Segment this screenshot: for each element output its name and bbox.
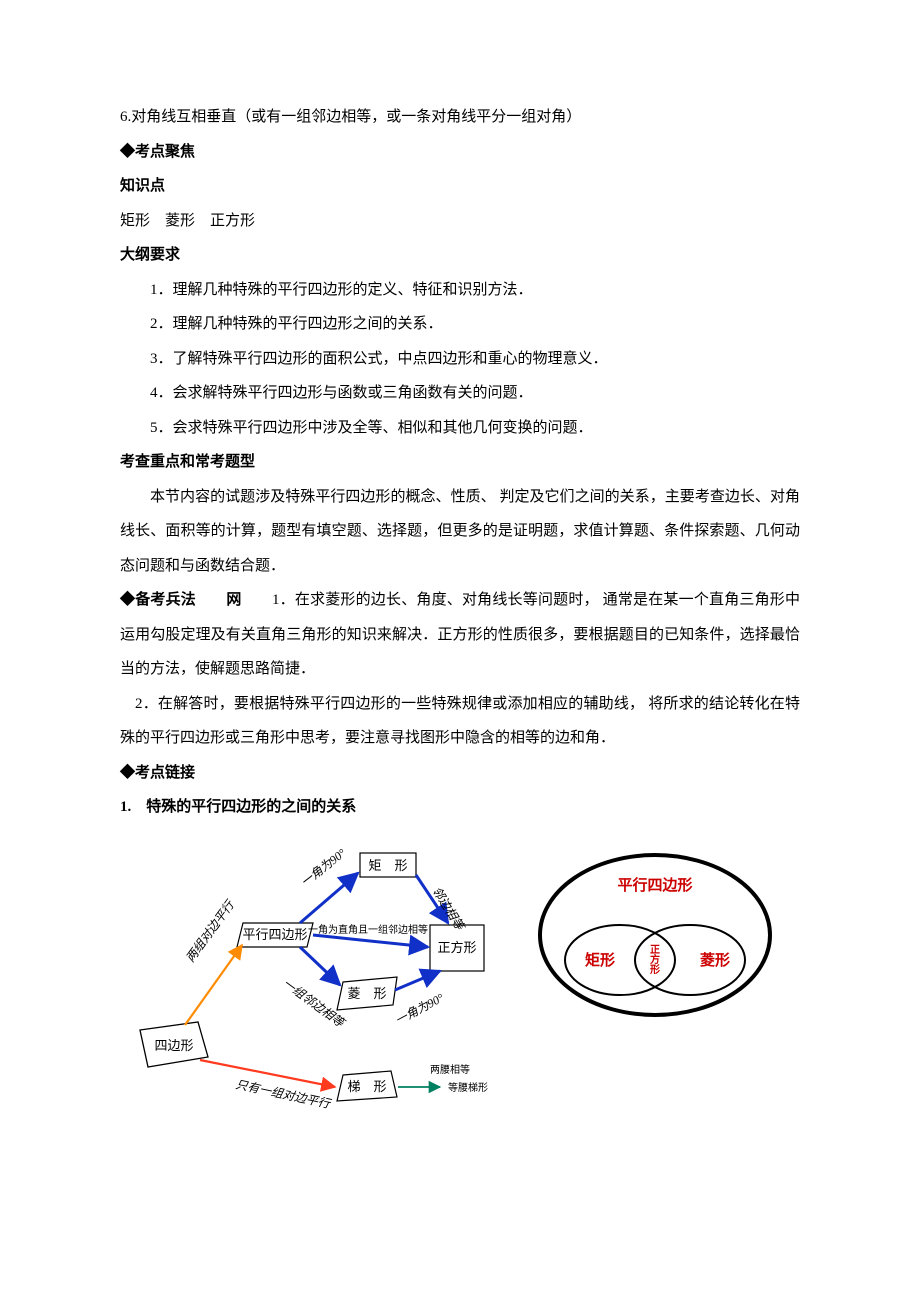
svg-text:梯 形: 梯 形 bbox=[347, 1079, 386, 1094]
heading-link: ◆考点链接 bbox=[120, 756, 800, 791]
svg-text:平行四边形: 平行四边形 bbox=[242, 927, 307, 942]
venn-label-center-3: 形 bbox=[650, 964, 660, 976]
diagrams-row: 四边形 平行四边形 矩 形 菱 形 正方形 bbox=[120, 835, 800, 1125]
edge-rhom-square bbox=[395, 971, 440, 990]
heading-focus: ◆考点聚焦 bbox=[120, 135, 800, 170]
heading-relation: 1. 特殊的平行四边形的之间的关系 bbox=[120, 790, 800, 825]
edge-para-square bbox=[313, 935, 428, 947]
prep-paragraph-2: 2．在解答时，要根据特殊平行四边形的一些特殊规律或添加相应的辅助线， 将所求的结… bbox=[120, 687, 800, 756]
flowchart-diagram: 四边形 平行四边形 矩 形 菱 形 正方形 bbox=[130, 835, 500, 1125]
node-quadrilateral: 四边形 bbox=[140, 1022, 208, 1067]
requirement-3: 3．了解特殊平行四边形的面积公式，中点四边形和重心的物理意义． bbox=[120, 342, 800, 377]
svg-text:正方形: 正方形 bbox=[437, 940, 476, 955]
svg-text:四边形: 四边形 bbox=[154, 1038, 193, 1053]
node-rectangle: 矩 形 bbox=[360, 853, 416, 877]
venn-label-right: 菱形 bbox=[700, 951, 730, 969]
heading-prep: ◆备考兵法 网 bbox=[120, 592, 242, 608]
label-iso-trap: 等腰梯形 bbox=[448, 1081, 488, 1094]
node-square: 正方形 bbox=[430, 925, 484, 971]
node-parallelogram: 平行四边形 bbox=[237, 923, 313, 947]
heading-exam: 考查重点和常考题型 bbox=[120, 445, 800, 480]
label-one-pair: 只有一组对边平行 bbox=[234, 1077, 333, 1111]
exam-paragraph: 本节内容的试题涉及特殊平行四边形的概念、性质、 判定及它们之间的关系，主要考查边… bbox=[120, 480, 800, 584]
label-legs-eq: 两腰相等 bbox=[430, 1063, 470, 1076]
label-angle90-1: 一角为90° bbox=[298, 845, 348, 889]
line-6: 6.对角线互相垂直（或有一组邻边相等，或一条对角线平分一组对角） bbox=[120, 100, 800, 135]
svg-text:菱 形: 菱 形 bbox=[347, 986, 386, 1001]
label-angle90-2: 一角为90° bbox=[393, 990, 446, 1027]
venn-diagram: 平行四边形 矩形 菱形 正 方 形 bbox=[520, 835, 790, 1035]
requirement-5: 5．会求特殊平行四边形中涉及全等、相似和其他几何变换的问题． bbox=[120, 411, 800, 446]
label-two-pair: 两组对边平行 bbox=[183, 896, 238, 964]
heading-requirements: 大纲要求 bbox=[120, 238, 800, 273]
requirement-2: 2．理解几种特殊的平行四边形之间的关系． bbox=[120, 307, 800, 342]
label-angle-and-adj: 一角为直角且一组邻边相等 bbox=[308, 923, 428, 936]
node-trapezoid: 梯 形 bbox=[337, 1071, 397, 1101]
venn-label-outer: 平行四边形 bbox=[617, 876, 692, 894]
prep-paragraph-1: ◆备考兵法 网 1．在求菱形的边长、角度、对角线长等问题时， 通常是在某一个直角… bbox=[120, 583, 800, 687]
requirement-4: 4．会求解特殊平行四边形与函数或三角函数有关的问题． bbox=[120, 376, 800, 411]
heading-topic: 知识点 bbox=[120, 169, 800, 204]
requirement-1: 1．理解几种特殊的平行四边形的定义、特征和识别方法． bbox=[120, 273, 800, 308]
document-page: 6.对角线互相垂直（或有一组邻边相等，或一条对角线平分一组对角） ◆考点聚焦 知… bbox=[0, 0, 920, 1302]
edge-para-rhom bbox=[300, 947, 340, 985]
svg-text:矩 形: 矩 形 bbox=[368, 858, 407, 873]
node-rhombus: 菱 形 bbox=[337, 977, 397, 1010]
venn-label-left: 矩形 bbox=[585, 951, 615, 969]
topic-line: 矩形 菱形 正方形 bbox=[120, 204, 800, 239]
